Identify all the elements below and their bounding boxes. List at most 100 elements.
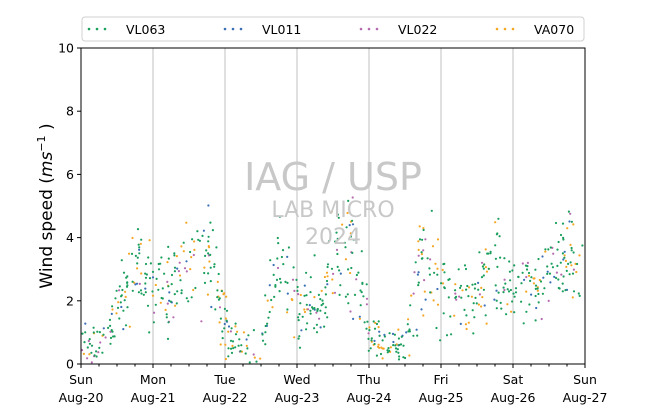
data-point [221, 337, 224, 340]
data-point [231, 344, 234, 347]
data-point [569, 212, 572, 215]
data-point [460, 296, 463, 299]
data-point [213, 265, 216, 268]
data-point [238, 338, 241, 341]
data-point [136, 228, 140, 231]
data-point [468, 286, 471, 289]
data-point [428, 267, 431, 270]
data-point [351, 251, 354, 254]
data-point [541, 292, 545, 295]
data-point [355, 278, 358, 281]
data-point [206, 293, 209, 296]
data-point [556, 248, 559, 251]
data-point [563, 254, 566, 257]
data-point [247, 334, 250, 337]
y-tick-label: 10 [58, 41, 74, 56]
data-point [378, 334, 381, 337]
data-point [509, 279, 512, 282]
data-point [367, 349, 370, 352]
data-point [373, 327, 377, 330]
data-point [398, 343, 401, 347]
y-axis-label-close: ) [37, 123, 57, 135]
data-point [224, 343, 227, 346]
data-point [497, 217, 500, 220]
data-point [142, 293, 145, 296]
data-point [319, 298, 322, 301]
x-tick-day: Mon [140, 372, 166, 387]
data-point [87, 339, 90, 343]
data-point [138, 246, 141, 249]
data-point [152, 321, 155, 324]
data-point [276, 257, 279, 260]
data-point [514, 287, 518, 290]
data-point [207, 204, 210, 207]
data-point [394, 347, 398, 350]
data-point [408, 328, 411, 331]
data-point [296, 285, 299, 289]
data-point [313, 296, 316, 299]
data-point [535, 306, 538, 310]
data-point [441, 282, 445, 285]
data-point [530, 293, 533, 296]
data-point [373, 339, 376, 342]
data-point [558, 287, 561, 290]
data-point [361, 282, 364, 285]
data-point [351, 219, 354, 222]
data-point [429, 291, 432, 294]
data-point [569, 261, 572, 264]
data-point [136, 267, 139, 270]
data-point [190, 256, 193, 259]
data-point [414, 261, 417, 264]
data-point [126, 306, 129, 309]
data-point [570, 220, 574, 223]
data-point [234, 325, 237, 328]
data-point [528, 303, 531, 306]
data-point [128, 325, 131, 328]
data-point [325, 279, 329, 283]
data-point [118, 285, 121, 288]
data-point [416, 334, 419, 337]
data-point [402, 344, 405, 347]
data-point [160, 256, 163, 259]
data-point [144, 276, 148, 279]
data-point [336, 213, 339, 216]
data-point [326, 316, 329, 319]
data-point [347, 268, 350, 271]
data-point [377, 326, 380, 329]
data-point [185, 297, 188, 300]
data-point [167, 285, 170, 288]
data-point [227, 330, 230, 333]
data-point [346, 293, 349, 296]
data-point [319, 309, 322, 312]
data-point [244, 352, 247, 355]
data-point [140, 272, 143, 275]
data-point [560, 273, 563, 276]
data-point [209, 221, 212, 224]
data-point [521, 262, 524, 265]
data-point [117, 301, 120, 304]
data-point [229, 330, 232, 333]
data-point [200, 320, 203, 323]
data-point [571, 296, 574, 299]
data-point [509, 288, 512, 292]
data-point [111, 305, 114, 308]
data-point [477, 303, 480, 306]
data-point [375, 322, 379, 326]
data-point [576, 262, 579, 266]
data-point [185, 270, 188, 273]
data-point [534, 294, 537, 298]
data-point [203, 271, 206, 275]
y-tick-label: 0 [66, 357, 74, 372]
data-point [534, 319, 537, 322]
data-point [506, 303, 509, 306]
data-point [207, 235, 210, 238]
data-point [130, 252, 134, 255]
data-point [219, 317, 222, 320]
data-point [339, 272, 342, 275]
data-point [137, 243, 140, 246]
scatter-points [80, 196, 584, 364]
data-point [286, 292, 289, 295]
data-point [410, 294, 413, 297]
data-point [393, 333, 396, 336]
data-point [97, 351, 100, 354]
